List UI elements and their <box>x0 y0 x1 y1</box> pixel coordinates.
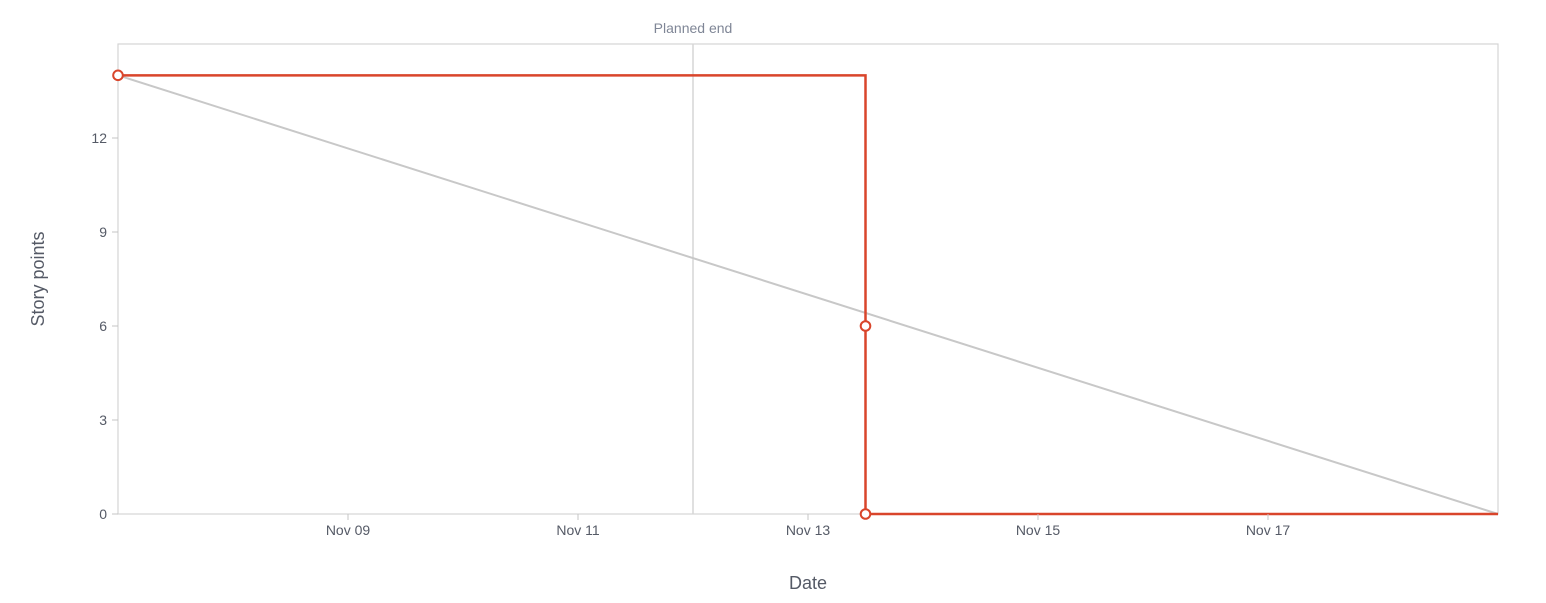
y-tick-label: 9 <box>99 224 107 240</box>
data-point-marker[interactable] <box>112 69 124 82</box>
series-layer <box>117 74 1499 516</box>
x-tick-label: Nov 11 <box>556 522 600 538</box>
data-point-marker[interactable] <box>859 508 872 520</box>
planned-end-label: Planned end <box>654 20 733 36</box>
y-tick-label: 0 <box>99 506 107 522</box>
plot-border <box>117 43 1499 515</box>
x-axis-title: Date <box>789 573 827 593</box>
x-tick-label: Nov 09 <box>326 522 371 538</box>
markers-layer <box>112 69 872 520</box>
guideline-series <box>117 74 1499 515</box>
y-tick-label: 3 <box>99 412 107 428</box>
x-tick-label: Nov 17 <box>1246 522 1291 538</box>
y-axis-title: Story points <box>28 231 48 326</box>
x-axis: Nov 09 Nov 11 Nov 13 Nov 15 Nov 17 <box>326 514 1291 538</box>
data-point-marker[interactable] <box>859 320 872 332</box>
plot-frame <box>117 43 1499 515</box>
y-tick-label: 12 <box>91 130 107 146</box>
y-tick-label: 6 <box>99 318 107 334</box>
annotations-layer: Planned end <box>654 20 733 514</box>
x-tick-label: Nov 15 <box>1016 522 1061 538</box>
x-tick-label: Nov 13 <box>786 522 831 538</box>
y-axis: 0 3 6 9 12 <box>91 130 118 522</box>
